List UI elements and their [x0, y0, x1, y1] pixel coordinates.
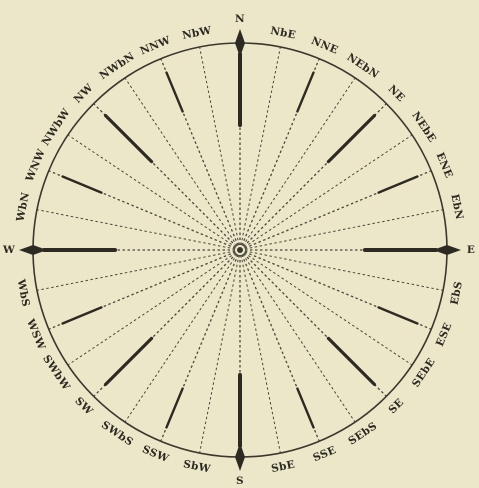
label-wbs: WbS: [14, 277, 31, 307]
ray-heavy-nne: [296, 71, 315, 113]
label-nne: NNE: [309, 35, 340, 57]
label-nbw: NbW: [181, 24, 212, 42]
label-w: W: [2, 244, 15, 256]
ray-sbw: [199, 249, 241, 454]
label-se: SE: [386, 396, 406, 416]
ray-nbe: [239, 46, 281, 251]
ray-heavy-nnw: [165, 71, 184, 113]
label-wnw: WNW: [23, 147, 48, 184]
label-sbw: SbW: [182, 458, 211, 475]
label-sbe: SbE: [270, 459, 296, 475]
label-nnw: NNW: [138, 34, 172, 57]
ray-heavy-sse: [296, 387, 315, 429]
ray-nebe: [239, 134, 413, 251]
label-ene: ENE: [434, 151, 455, 180]
ray-sebe: [239, 249, 413, 366]
arrowhead-e: [433, 245, 461, 255]
ray-heavy-ne: [326, 113, 376, 164]
label-nwbn: NWbN: [97, 50, 137, 82]
label-ebs: EbS: [449, 280, 465, 306]
label-wsw: WSW: [24, 317, 48, 352]
ray-ebs: [239, 249, 444, 291]
label-ese: ESE: [434, 321, 454, 348]
label-n: N: [235, 13, 245, 25]
label-nbe: NbE: [269, 25, 297, 42]
ray-heavy-se: [326, 336, 376, 386]
ray-heavy-sw: [103, 336, 154, 386]
ray-heavy-nw: [103, 113, 154, 164]
arrowhead-n: [235, 29, 245, 57]
label-wbn: WbN: [14, 191, 32, 223]
ray-sbe: [239, 249, 281, 454]
ray-wbn: [36, 209, 241, 251]
label-nebn: NEbN: [345, 51, 381, 81]
label-sw: SW: [72, 395, 95, 418]
label-nw: NW: [72, 82, 96, 106]
label-s: S: [236, 475, 244, 487]
ray-sebs: [239, 249, 356, 423]
ray-nwbw: [67, 134, 241, 251]
ray-wbs: [36, 249, 241, 291]
label-sse: SSE: [311, 444, 338, 464]
ray-nwbn: [124, 77, 241, 251]
ray-heavy-wsw: [61, 306, 103, 325]
ray-ebn: [239, 209, 444, 251]
label-ebn: EbN: [448, 193, 465, 221]
ray-swbs: [124, 249, 241, 423]
ray-nbw: [199, 46, 241, 251]
label-ssw: SSW: [140, 443, 170, 465]
ray-heavy-ene: [377, 175, 419, 194]
cardinal-arrowheads: [19, 29, 461, 471]
label-nebe: NEbE: [409, 110, 438, 145]
ray-nebn: [239, 77, 356, 251]
ray-heavy-ssw: [165, 387, 184, 429]
label-e: E: [467, 244, 475, 256]
ray-swbw: [67, 249, 241, 366]
label-nwbw: NWbW: [40, 107, 73, 148]
label-ne: NE: [386, 83, 407, 104]
ray-heavy-ese: [377, 306, 419, 325]
arrowhead-w: [19, 245, 47, 255]
ray-heavy-wnw: [61, 175, 103, 194]
center-hub: [237, 247, 243, 253]
compass-rays: [33, 43, 447, 457]
label-swbw: SWbW: [40, 353, 72, 393]
arrowhead-s: [235, 443, 245, 471]
label-swbs: SWbS: [99, 419, 135, 449]
